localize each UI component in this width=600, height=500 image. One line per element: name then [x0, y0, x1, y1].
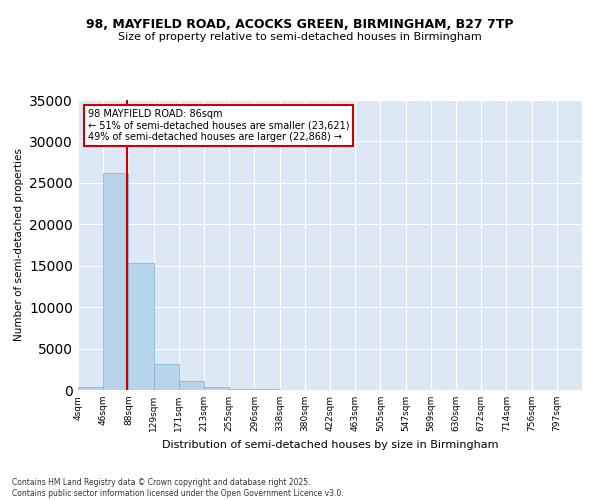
Text: 98, MAYFIELD ROAD, ACOCKS GREEN, BIRMINGHAM, B27 7TP: 98, MAYFIELD ROAD, ACOCKS GREEN, BIRMING… [86, 18, 514, 30]
X-axis label: Distribution of semi-detached houses by size in Birmingham: Distribution of semi-detached houses by … [162, 440, 498, 450]
Bar [229, 389, 254, 390]
Text: 98 MAYFIELD ROAD: 86sqm
← 51% of semi-detached houses are smaller (23,621)
49% o: 98 MAYFIELD ROAD: 86sqm ← 51% of semi-de… [88, 108, 350, 142]
Text: Size of property relative to semi-detached houses in Birmingham: Size of property relative to semi-detach… [118, 32, 482, 42]
Bar [128, 263, 154, 390]
Bar [179, 382, 204, 390]
Text: Contains HM Land Registry data © Crown copyright and database right 2025.
Contai: Contains HM Land Registry data © Crown c… [12, 478, 344, 498]
Bar [204, 387, 229, 390]
Y-axis label: Number of semi-detached properties: Number of semi-detached properties [14, 148, 24, 342]
Bar [103, 173, 128, 390]
Bar [78, 387, 103, 390]
Bar [154, 364, 179, 390]
